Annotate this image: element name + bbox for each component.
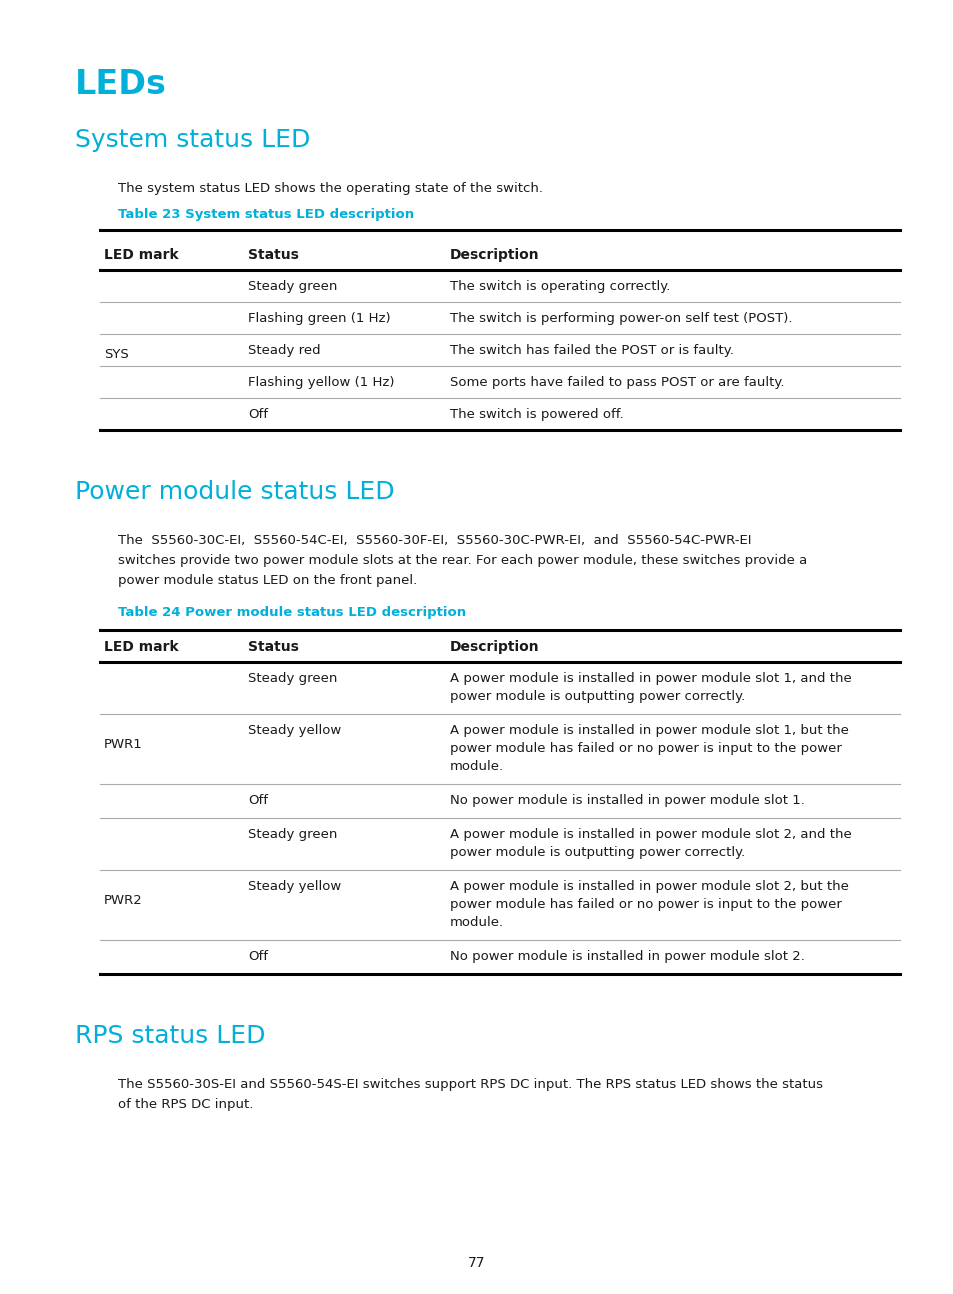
Text: power module is outputting power correctly.: power module is outputting power correct… — [450, 846, 744, 859]
Text: LED mark: LED mark — [104, 248, 178, 261]
Text: Status: Status — [248, 641, 298, 653]
Text: Steady yellow: Steady yellow — [248, 725, 341, 738]
Text: Flashing green (1 Hz): Flashing green (1 Hz) — [248, 312, 390, 325]
Text: A power module is installed in power module slot 1, but the: A power module is installed in power mod… — [450, 725, 848, 738]
Text: The switch is performing power-on self test (POST).: The switch is performing power-on self t… — [450, 312, 792, 325]
Text: Steady yellow: Steady yellow — [248, 880, 341, 893]
Text: The switch is powered off.: The switch is powered off. — [450, 408, 623, 421]
Text: Power module status LED: Power module status LED — [75, 480, 395, 503]
Text: The switch has failed the POST or is faulty.: The switch has failed the POST or is fau… — [450, 344, 733, 357]
Text: Flashing yellow (1 Hz): Flashing yellow (1 Hz) — [248, 377, 395, 389]
Text: A power module is installed in power module slot 2, but the: A power module is installed in power mod… — [450, 880, 848, 893]
Text: SYS: SYS — [104, 348, 129, 361]
Text: Off: Off — [248, 795, 268, 807]
Text: 77: 77 — [468, 1256, 485, 1269]
Text: PWR1: PWR1 — [104, 739, 143, 752]
Text: power module has failed or no power is input to the power: power module has failed or no power is i… — [450, 898, 841, 911]
Text: A power module is installed in power module slot 2, and the: A power module is installed in power mod… — [450, 828, 851, 841]
Text: Description: Description — [450, 641, 539, 653]
Text: power module is outputting power correctly.: power module is outputting power correct… — [450, 690, 744, 703]
Text: module.: module. — [450, 760, 503, 773]
Text: A power module is installed in power module slot 1, and the: A power module is installed in power mod… — [450, 672, 851, 685]
Text: PWR2: PWR2 — [104, 894, 143, 907]
Text: Some ports have failed to pass POST or are faulty.: Some ports have failed to pass POST or a… — [450, 377, 783, 389]
Text: Steady red: Steady red — [248, 344, 320, 357]
Text: switches provide two power module slots at the rear. For each power module, thes: switches provide two power module slots … — [118, 554, 806, 567]
Text: Description: Description — [450, 248, 539, 261]
Text: Steady green: Steady green — [248, 280, 337, 292]
Text: LEDs: LEDs — [75, 69, 167, 101]
Text: Off: Off — [248, 950, 268, 963]
Text: The switch is operating correctly.: The switch is operating correctly. — [450, 280, 670, 292]
Text: LED mark: LED mark — [104, 641, 178, 653]
Text: Table 24 Power module status LED description: Table 24 Power module status LED descrip… — [118, 606, 466, 619]
Text: Steady green: Steady green — [248, 828, 337, 841]
Text: The system status LED shows the operating state of the switch.: The system status LED shows the operatin… — [118, 182, 542, 195]
Text: The  S5560-30C-EI,  S5560-54C-EI,  S5560-30F-EI,  S5560-30C-PWR-EI,  and  S5560-: The S5560-30C-EI, S5560-54C-EI, S5560-30… — [118, 534, 751, 547]
Text: power module status LED on the front panel.: power module status LED on the front pan… — [118, 575, 416, 587]
Text: Status: Status — [248, 248, 298, 261]
Text: of the RPS DC input.: of the RPS DC input. — [118, 1099, 253, 1112]
Text: No power module is installed in power module slot 2.: No power module is installed in power mo… — [450, 950, 804, 963]
Text: RPS status LED: RPS status LED — [75, 1024, 265, 1048]
Text: module.: module. — [450, 916, 503, 929]
Text: No power module is installed in power module slot 1.: No power module is installed in power mo… — [450, 795, 804, 807]
Text: Off: Off — [248, 408, 268, 421]
Text: Steady green: Steady green — [248, 672, 337, 685]
Text: Table 23 System status LED description: Table 23 System status LED description — [118, 208, 414, 221]
Text: The S5560-30S-EI and S5560-54S-EI switches support RPS DC input. The RPS status : The S5560-30S-EI and S5560-54S-EI switch… — [118, 1078, 822, 1091]
Text: System status LED: System status LED — [75, 128, 310, 151]
Text: power module has failed or no power is input to the power: power module has failed or no power is i… — [450, 741, 841, 754]
